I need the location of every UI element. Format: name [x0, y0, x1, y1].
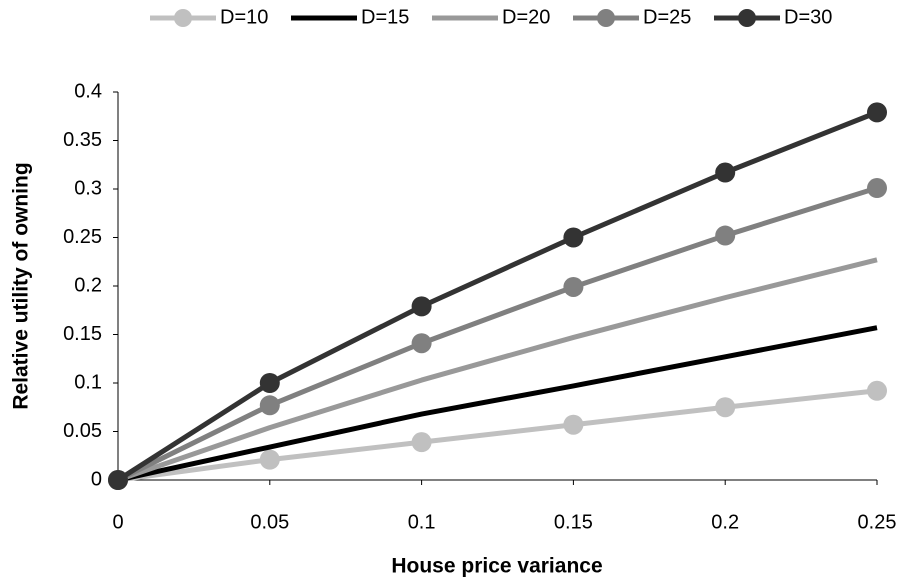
data-point [108, 470, 128, 490]
data-point [259, 449, 280, 470]
series-line [117, 325, 878, 483]
y-tick-label: 0.2 [74, 274, 102, 296]
y-tick-label: 0.05 [63, 420, 102, 442]
data-point [411, 296, 432, 317]
data-point [715, 397, 736, 418]
y-tick-label: 0 [91, 468, 102, 490]
y-axis-title: Relative utility of owning [10, 162, 33, 409]
x-tick-label: 0.25 [858, 511, 897, 533]
x-axis-title: House price variance [391, 555, 602, 578]
legend-label: D=15 [361, 6, 409, 28]
y-tick-label: 0.35 [63, 129, 102, 151]
data-point [259, 395, 280, 416]
x-tick-label: 0 [112, 511, 123, 533]
data-point [563, 227, 584, 248]
series-line [116, 110, 878, 483]
y-tick-label: 0.15 [63, 323, 102, 345]
legend-label: D=10 [220, 6, 268, 28]
data-point [563, 414, 584, 435]
x-tick-label: 0.2 [711, 511, 739, 533]
x-tick-label: 0.15 [554, 511, 593, 533]
y-tick-label: 0.3 [74, 177, 102, 199]
series-line [116, 185, 878, 483]
legend-marker [738, 9, 756, 27]
legend-marker [174, 9, 192, 27]
data-point [867, 178, 887, 199]
series-line [117, 388, 878, 483]
data-point [259, 373, 280, 393]
data-point [411, 432, 432, 453]
data-point [867, 102, 887, 123]
legend-label: D=30 [784, 6, 832, 28]
series-line [117, 257, 878, 483]
legend-label: D=25 [643, 6, 691, 28]
data-point [867, 380, 887, 401]
data-point [715, 225, 736, 246]
y-tick-label: 0.25 [63, 226, 102, 248]
legend-label: D=20 [502, 6, 550, 28]
data-point [411, 333, 432, 354]
x-tick-label: 0.05 [250, 511, 289, 533]
x-tick-label: 0.1 [408, 511, 436, 533]
legend-marker [597, 9, 615, 27]
y-tick-label: 0.4 [74, 80, 102, 102]
y-tick-label: 0.1 [74, 371, 102, 393]
data-point [563, 276, 584, 297]
data-point [715, 162, 736, 183]
